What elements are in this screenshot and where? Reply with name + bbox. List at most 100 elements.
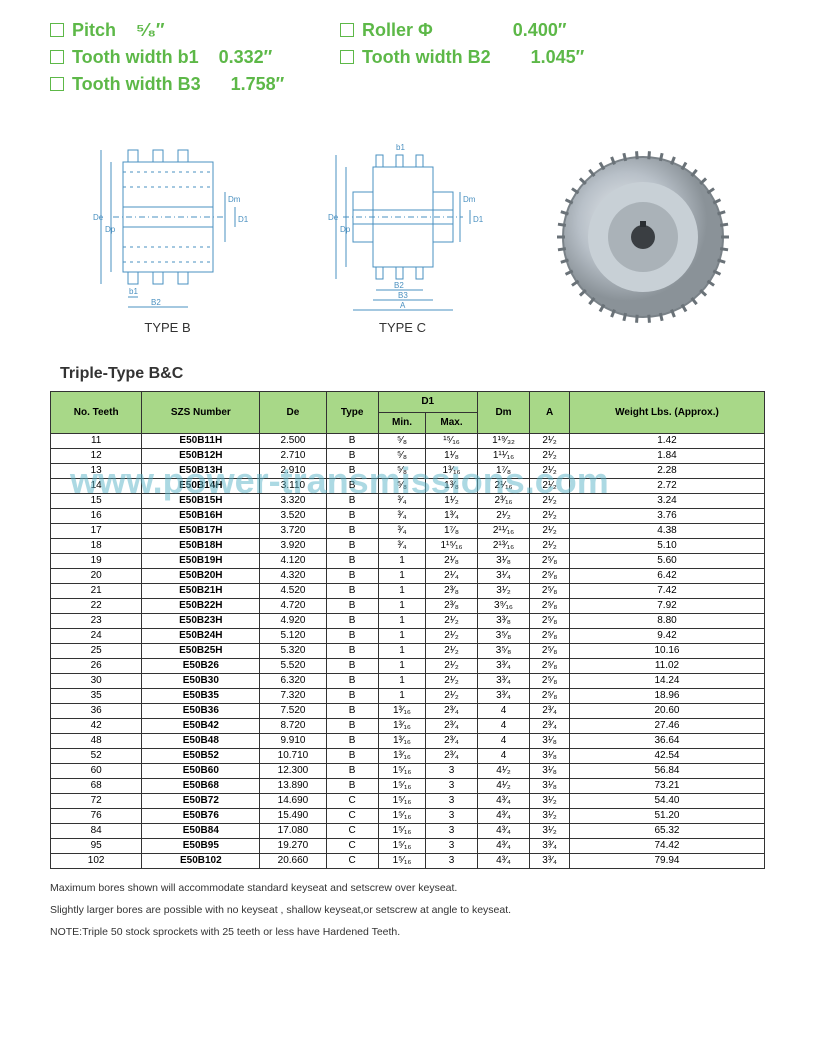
cell-wt: 56.84 [569,764,764,779]
cell-a: 2¹⁄₂ [530,449,570,464]
cell-wt: 54.40 [569,794,764,809]
cell-dm: 3⁹⁄₁₆ [477,599,530,614]
cell-type: B [326,434,378,449]
cell-wt: 79.94 [569,854,764,869]
cell-type: C [326,854,378,869]
cell-teeth: 84 [51,824,142,839]
type-c-svg: De Dp Dm D1 B2 B3 A b1 [318,132,488,312]
cell-teeth: 16 [51,509,142,524]
cell-type: B [326,644,378,659]
cell-de: 2.710 [260,449,326,464]
cell-min: 1³⁄₁₆ [378,734,426,749]
cell-a: 2⁵⁄₈ [530,569,570,584]
cell-type: B [326,584,378,599]
cell-teeth: 36 [51,704,142,719]
th-teeth: No. Teeth [51,392,142,434]
cell-max: 2³⁄₄ [426,749,477,764]
spec-label: Roller Φ [362,20,433,41]
cell-wt: 10.16 [569,644,764,659]
cell-szs: E50B15H [142,494,260,509]
spec-row: Tooth width B3 1.758″ [50,74,765,95]
cell-teeth: 52 [51,749,142,764]
cell-dm: 2¹³⁄₁₆ [477,539,530,554]
cell-dm: 3³⁄₄ [477,674,530,689]
cell-type: B [326,764,378,779]
cell-de: 3.720 [260,524,326,539]
cell-type: B [326,614,378,629]
spec-b3: Tooth width B3 1.758″ [50,74,340,95]
svg-text:Dm: Dm [228,195,241,204]
cell-a: 3³⁄₄ [530,854,570,869]
cell-min: 1⁵⁄₁₆ [378,794,426,809]
cell-min: ⁵⁄₈ [378,479,426,494]
cell-wt: 20.60 [569,704,764,719]
svg-text:B3: B3 [398,291,408,300]
cell-wt: 7.42 [569,584,764,599]
cell-wt: 1.42 [569,434,764,449]
cell-dm: 3¹⁄₄ [477,569,530,584]
cell-min: ⁵⁄₈ [378,449,426,464]
cell-dm: 3³⁄₄ [477,659,530,674]
cell-min: 1 [378,614,426,629]
cell-a: 2¹⁄₂ [530,524,570,539]
cell-type: B [326,734,378,749]
spec-label: Tooth width b1 [72,47,199,68]
cell-de: 7.520 [260,704,326,719]
cell-dm: 3¹⁄₂ [477,584,530,599]
cell-teeth: 13 [51,464,142,479]
cell-dm: 2¹⁄₁₆ [477,479,530,494]
spec-b1: Tooth width b1 0.332″ [50,47,340,68]
cell-wt: 36.64 [569,734,764,749]
cell-min: 1 [378,599,426,614]
cell-dm: 2¹⁄₂ [477,509,530,524]
svg-text:b1: b1 [396,143,405,152]
cell-szs: E50B52 [142,749,260,764]
cell-teeth: 95 [51,839,142,854]
cell-de: 3.110 [260,479,326,494]
cell-de: 17.080 [260,824,326,839]
cell-type: B [326,569,378,584]
cell-min: ³⁄₄ [378,494,426,509]
table-row: 95E50B9519.270C1⁵⁄₁₆34³⁄₄3³⁄₄74.42 [51,839,765,854]
type-b-svg: De Dp Dm D1 b1 B2 [83,132,253,312]
cell-teeth: 23 [51,614,142,629]
footnotes: Maximum bores shown will accommodate sta… [50,881,765,940]
cell-de: 20.660 [260,854,326,869]
cell-min: 1⁵⁄₁₆ [378,764,426,779]
footnote-note: NOTE:Triple 50 stock sprockets with 25 t… [50,925,765,941]
cell-a: 2⁵⁄₈ [530,674,570,689]
cell-min: 1⁵⁄₁₆ [378,839,426,854]
table-row: 25E50B25H5.320B12¹⁄₂3⁵⁄₈2⁵⁄₈10.16 [51,644,765,659]
cell-szs: E50B60 [142,764,260,779]
cell-szs: E50B17H [142,524,260,539]
cell-a: 2¹⁄₂ [530,509,570,524]
cell-dm: 3³⁄₈ [477,614,530,629]
cell-max: 1³⁄₁₆ [426,464,477,479]
table-row: 23E50B23H4.920B12¹⁄₂3³⁄₈2⁵⁄₈8.80 [51,614,765,629]
table-row: 22E50B22H4.720B12³⁄₈3⁹⁄₁₆2⁵⁄₈7.92 [51,599,765,614]
cell-teeth: 102 [51,854,142,869]
cell-de: 4.120 [260,554,326,569]
cell-de: 4.720 [260,599,326,614]
cell-wt: 2.28 [569,464,764,479]
th-type: Type [326,392,378,434]
cell-type: B [326,509,378,524]
table-row: 76E50B7615.490C1⁵⁄₁₆34³⁄₄3¹⁄₂51.20 [51,809,765,824]
cell-wt: 51.20 [569,809,764,824]
cell-dm: 4¹⁄₂ [477,779,530,794]
cell-type: B [326,719,378,734]
table-row: 17E50B17H3.720B³⁄₄1⁷⁄₈2¹¹⁄₁₆2¹⁄₂4.38 [51,524,765,539]
cell-wt: 3.24 [569,494,764,509]
svg-text:D1: D1 [238,215,249,224]
table-head: No. Teeth SZS Number De Type D1 Dm A Wei… [51,392,765,434]
cell-a: 2¹⁄₂ [530,494,570,509]
cell-dm: 1¹¹⁄₁₆ [477,449,530,464]
cell-a: 3¹⁄₈ [530,734,570,749]
cell-min: ³⁄₄ [378,539,426,554]
cell-wt: 6.42 [569,569,764,584]
cell-min: 1 [378,584,426,599]
th-a: A [530,392,570,434]
cell-a: 3¹⁄₂ [530,824,570,839]
cell-a: 3¹⁄₂ [530,809,570,824]
cell-szs: E50B35 [142,689,260,704]
